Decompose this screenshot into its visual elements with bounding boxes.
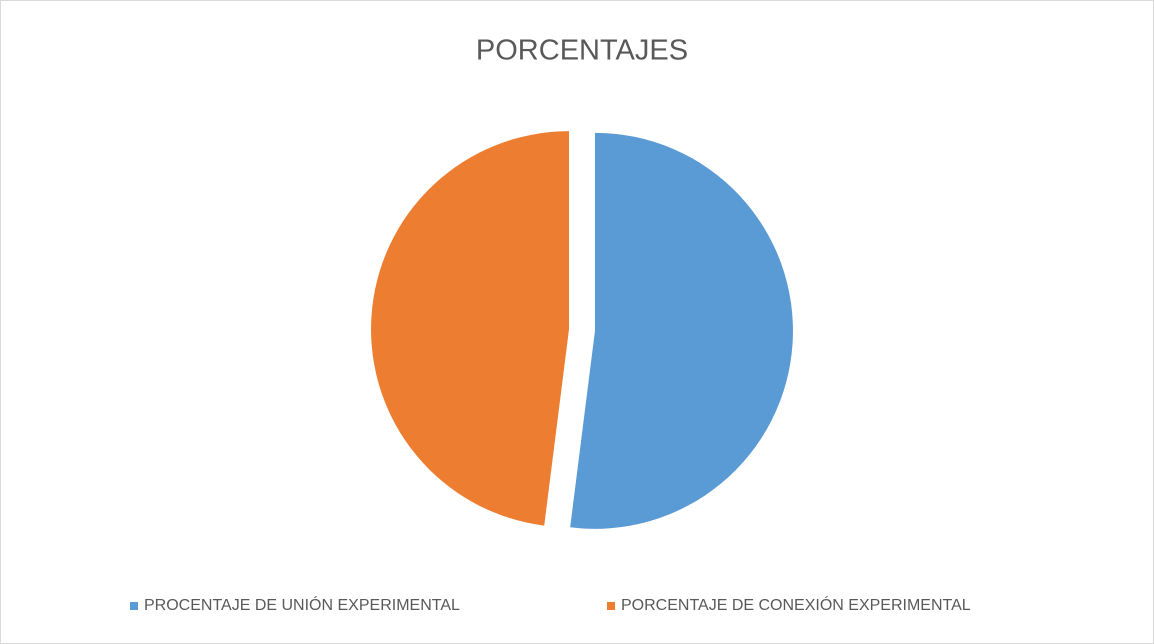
legend-label: PROCENTAJE DE UNIÓN EXPERIMENTAL [144, 595, 460, 614]
pie-slice [371, 131, 570, 526]
legend-label: PORCENTAJE DE CONEXIÓN EXPERIMENTAL [621, 595, 971, 614]
chart-title: PORCENTAJES [476, 35, 688, 67]
pie-slice [570, 132, 793, 529]
legend-swatch [607, 602, 615, 610]
legend-swatch [130, 602, 138, 610]
